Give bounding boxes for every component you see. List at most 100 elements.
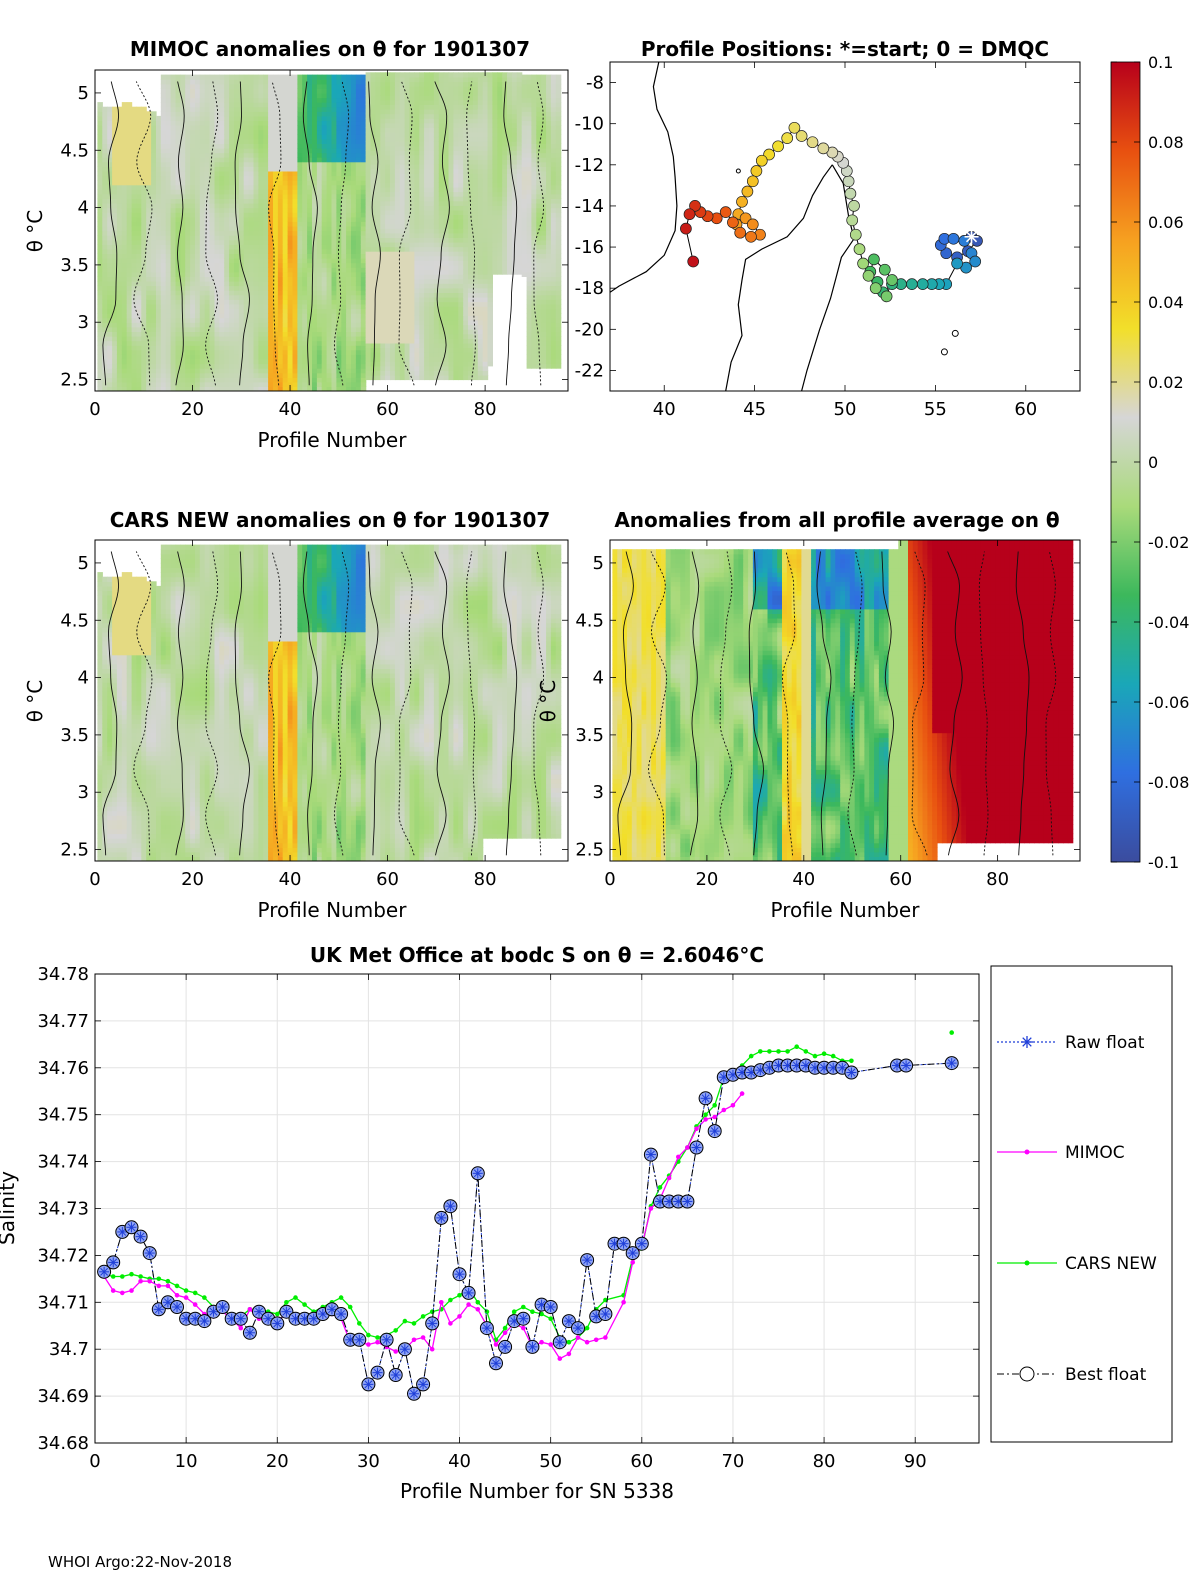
legend-cars: CARS NEW	[997, 1254, 1157, 1274]
x-tick-label: 0	[89, 1451, 100, 1472]
x-tick-label: 0	[604, 869, 615, 890]
y-tick-label: 4.5	[575, 610, 604, 631]
raw-float-marker	[1021, 1036, 1033, 1048]
cars-ylabel: θ °C	[23, 680, 47, 723]
profile-position-point	[817, 142, 830, 155]
mimoc-point	[566, 1351, 572, 1357]
cars-point	[183, 1288, 189, 1293]
best-float-point	[634, 1236, 649, 1251]
cars-point	[758, 1049, 763, 1054]
best-float-point	[698, 1091, 713, 1106]
legend-mimoc: MIMOC	[997, 1143, 1125, 1163]
profile-position-point	[947, 232, 960, 245]
x-tick-label: 80	[474, 399, 497, 420]
cars-point	[411, 1321, 417, 1326]
mimoc-point	[603, 1335, 608, 1340]
best-float-point	[643, 1147, 658, 1162]
best-float-point	[543, 1300, 558, 1314]
cars-point	[803, 1049, 809, 1054]
mimoc-point	[165, 1283, 171, 1289]
best-float-point	[124, 1220, 139, 1235]
y-tick-label: -22	[575, 360, 604, 381]
island-reunion	[940, 348, 948, 356]
mimoc-point	[129, 1288, 134, 1293]
salinity-axes: 0 10 20 30 40 50 60 70 80 90 34.68 34.69 34.7 34.71 34…	[37, 964, 979, 1472]
profile-position-point	[880, 290, 893, 303]
profile-position-point	[746, 218, 759, 231]
cars-point	[539, 1311, 544, 1317]
colorbar-tick-label: -0.08	[1148, 773, 1189, 792]
profile-position-point	[806, 136, 819, 149]
start-marker	[964, 229, 979, 244]
cars-point	[120, 1274, 125, 1279]
mimoc-point	[192, 1302, 198, 1307]
profile-position-point	[719, 206, 732, 218]
x-tick-label: 60	[376, 399, 399, 420]
y-tick-label: 3	[593, 782, 604, 803]
mimoc-point	[730, 1103, 736, 1108]
cars-point	[202, 1295, 207, 1300]
cars-point	[165, 1278, 171, 1284]
mimoc-point	[120, 1290, 125, 1296]
best-float-point	[625, 1246, 640, 1261]
cars-heatmap	[97, 544, 562, 861]
profile-position-point	[687, 255, 700, 268]
y-tick-label: -20	[575, 319, 604, 340]
best-float-line	[103, 1062, 952, 1395]
x-tick-label: 20	[181, 399, 204, 420]
cars-point	[129, 1271, 134, 1277]
best-float-point	[616, 1236, 631, 1251]
mimoc-axes: 0 20 40 60 80 2.5 3 3.5 4 4.5 5	[60, 70, 568, 420]
salinity-ylabel: Salinity	[0, 1171, 19, 1245]
cars-xlabel: Profile Number	[258, 898, 408, 922]
y-tick-label: -18	[575, 278, 604, 299]
cars-point	[156, 1276, 162, 1282]
y-tick-label: 34.76	[37, 1058, 89, 1079]
mimoc-point	[110, 1288, 116, 1293]
mimoc-point	[630, 1260, 635, 1265]
mimoc-point	[584, 1339, 590, 1345]
legend-best-label: Best float	[1065, 1365, 1147, 1385]
cars-point	[393, 1328, 399, 1333]
salinity-panel: UK Met Office at bodc S on θ = 2.6046°C …	[0, 943, 1173, 1503]
mimoc-xlabel: Profile Number	[258, 428, 408, 452]
cars-point	[420, 1314, 426, 1319]
x-tick-label: 80	[813, 1451, 836, 1472]
cars-point	[712, 1103, 717, 1108]
island-mauritius	[951, 329, 959, 337]
cars-point	[402, 1318, 408, 1324]
best-float-point	[370, 1365, 385, 1380]
x-tick-label: 20	[695, 869, 718, 890]
mimoc-point	[685, 1145, 690, 1150]
best-float-point	[397, 1342, 412, 1357]
best-float-point	[489, 1356, 503, 1371]
mimoc-point	[557, 1356, 563, 1361]
legend-mimoc-label: MIMOC	[1065, 1143, 1125, 1163]
y-tick-label: -10	[575, 114, 604, 135]
cars-title: CARS NEW anomalies on θ for 1901307	[110, 508, 551, 532]
best-float-point	[434, 1210, 449, 1225]
legend-raw-label: Raw float	[1065, 1033, 1145, 1053]
profile-position-point	[788, 121, 801, 134]
mimoc-point	[138, 1278, 143, 1284]
profile-position-point	[734, 226, 747, 239]
y-tick-label: 3.5	[575, 725, 604, 746]
x-tick-label: 90	[904, 1451, 927, 1472]
salinity-title: UK Met Office at bodc S on θ = 2.6046°C	[310, 943, 764, 967]
best-float-point	[379, 1332, 394, 1347]
mimoc-point	[183, 1295, 189, 1300]
y-tick-label: 34.73	[37, 1199, 89, 1220]
best-float-point	[197, 1314, 212, 1329]
island-comoros	[735, 168, 741, 174]
y-tick-label: 34.75	[37, 1105, 89, 1126]
y-tick-label: 3.5	[60, 725, 89, 746]
cars-point	[703, 1112, 708, 1117]
profile-position-point	[853, 243, 866, 255]
mimoc-point	[429, 1346, 435, 1352]
salinity-xlabel: Profile Number for SN 5338	[400, 1479, 674, 1503]
mimoc-point	[247, 1307, 253, 1312]
best-float-point	[352, 1332, 367, 1347]
x-tick-label: 70	[721, 1451, 744, 1472]
profile-position-point	[868, 253, 880, 266]
cars-point	[448, 1297, 453, 1303]
